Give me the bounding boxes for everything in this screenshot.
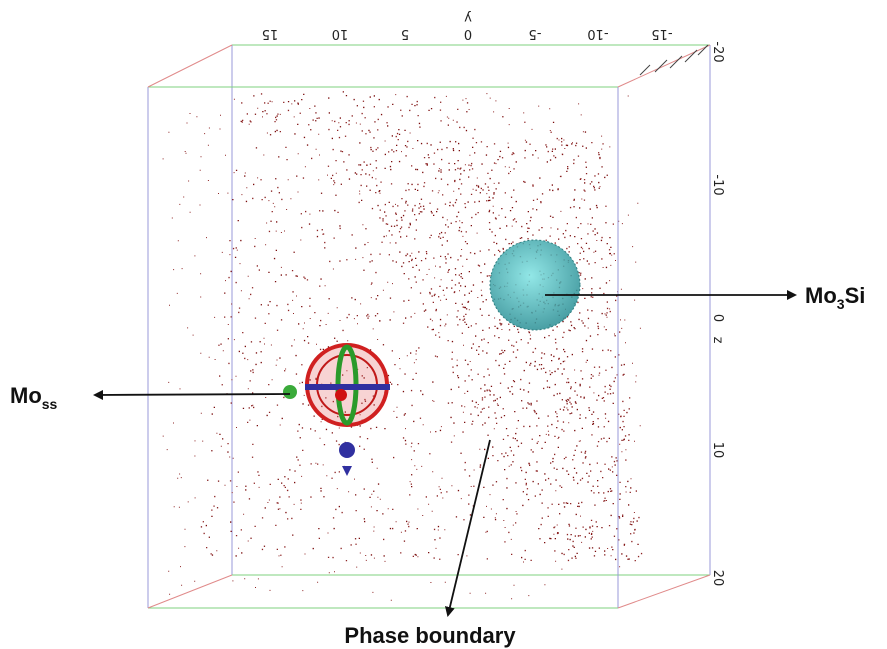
moss-label: Moss (10, 383, 58, 412)
label-base: Mo (805, 283, 837, 308)
moss-marker (283, 343, 390, 476)
label-subscript: ss (42, 396, 58, 412)
bounding-box-back (231, 44, 711, 576)
y-tick-label: 10 (332, 26, 349, 41)
y-tick-label: 5 (401, 26, 409, 41)
arrows (93, 290, 797, 617)
atoms (162, 93, 643, 601)
label-subscript: 3 (837, 296, 845, 312)
atom-cloud (162, 91, 643, 601)
y-tick-label: -10 (587, 26, 608, 41)
y-tick-label: 0 (464, 26, 472, 41)
label-base: Mo (10, 383, 42, 408)
mo3si-precipitate (489, 239, 581, 331)
z-tick-label: -10 (710, 174, 725, 195)
axis-labels: 15 10 5 0 -5 -10 -15 y -20 -10 0 10 20 z (262, 10, 725, 586)
y-tick-label: -5 (529, 26, 542, 41)
z-axis-title: z (710, 337, 725, 344)
atoms (200, 91, 639, 561)
bounding-box-front (147, 44, 711, 609)
y-tick-label: -15 (651, 26, 672, 41)
y-axis-title: y (464, 10, 472, 25)
phase-boundary-label: Phase boundary (344, 623, 516, 648)
z-tick-label: 0 (710, 314, 725, 322)
z-tick-label: 10 (710, 442, 725, 459)
mo3si-label: Mo3Si (805, 283, 865, 312)
label-suffix: Si (845, 283, 866, 308)
z-tick-label: -20 (710, 41, 725, 62)
y-tick-label: 15 (262, 26, 279, 41)
z-tick-label: 20 (710, 570, 725, 587)
